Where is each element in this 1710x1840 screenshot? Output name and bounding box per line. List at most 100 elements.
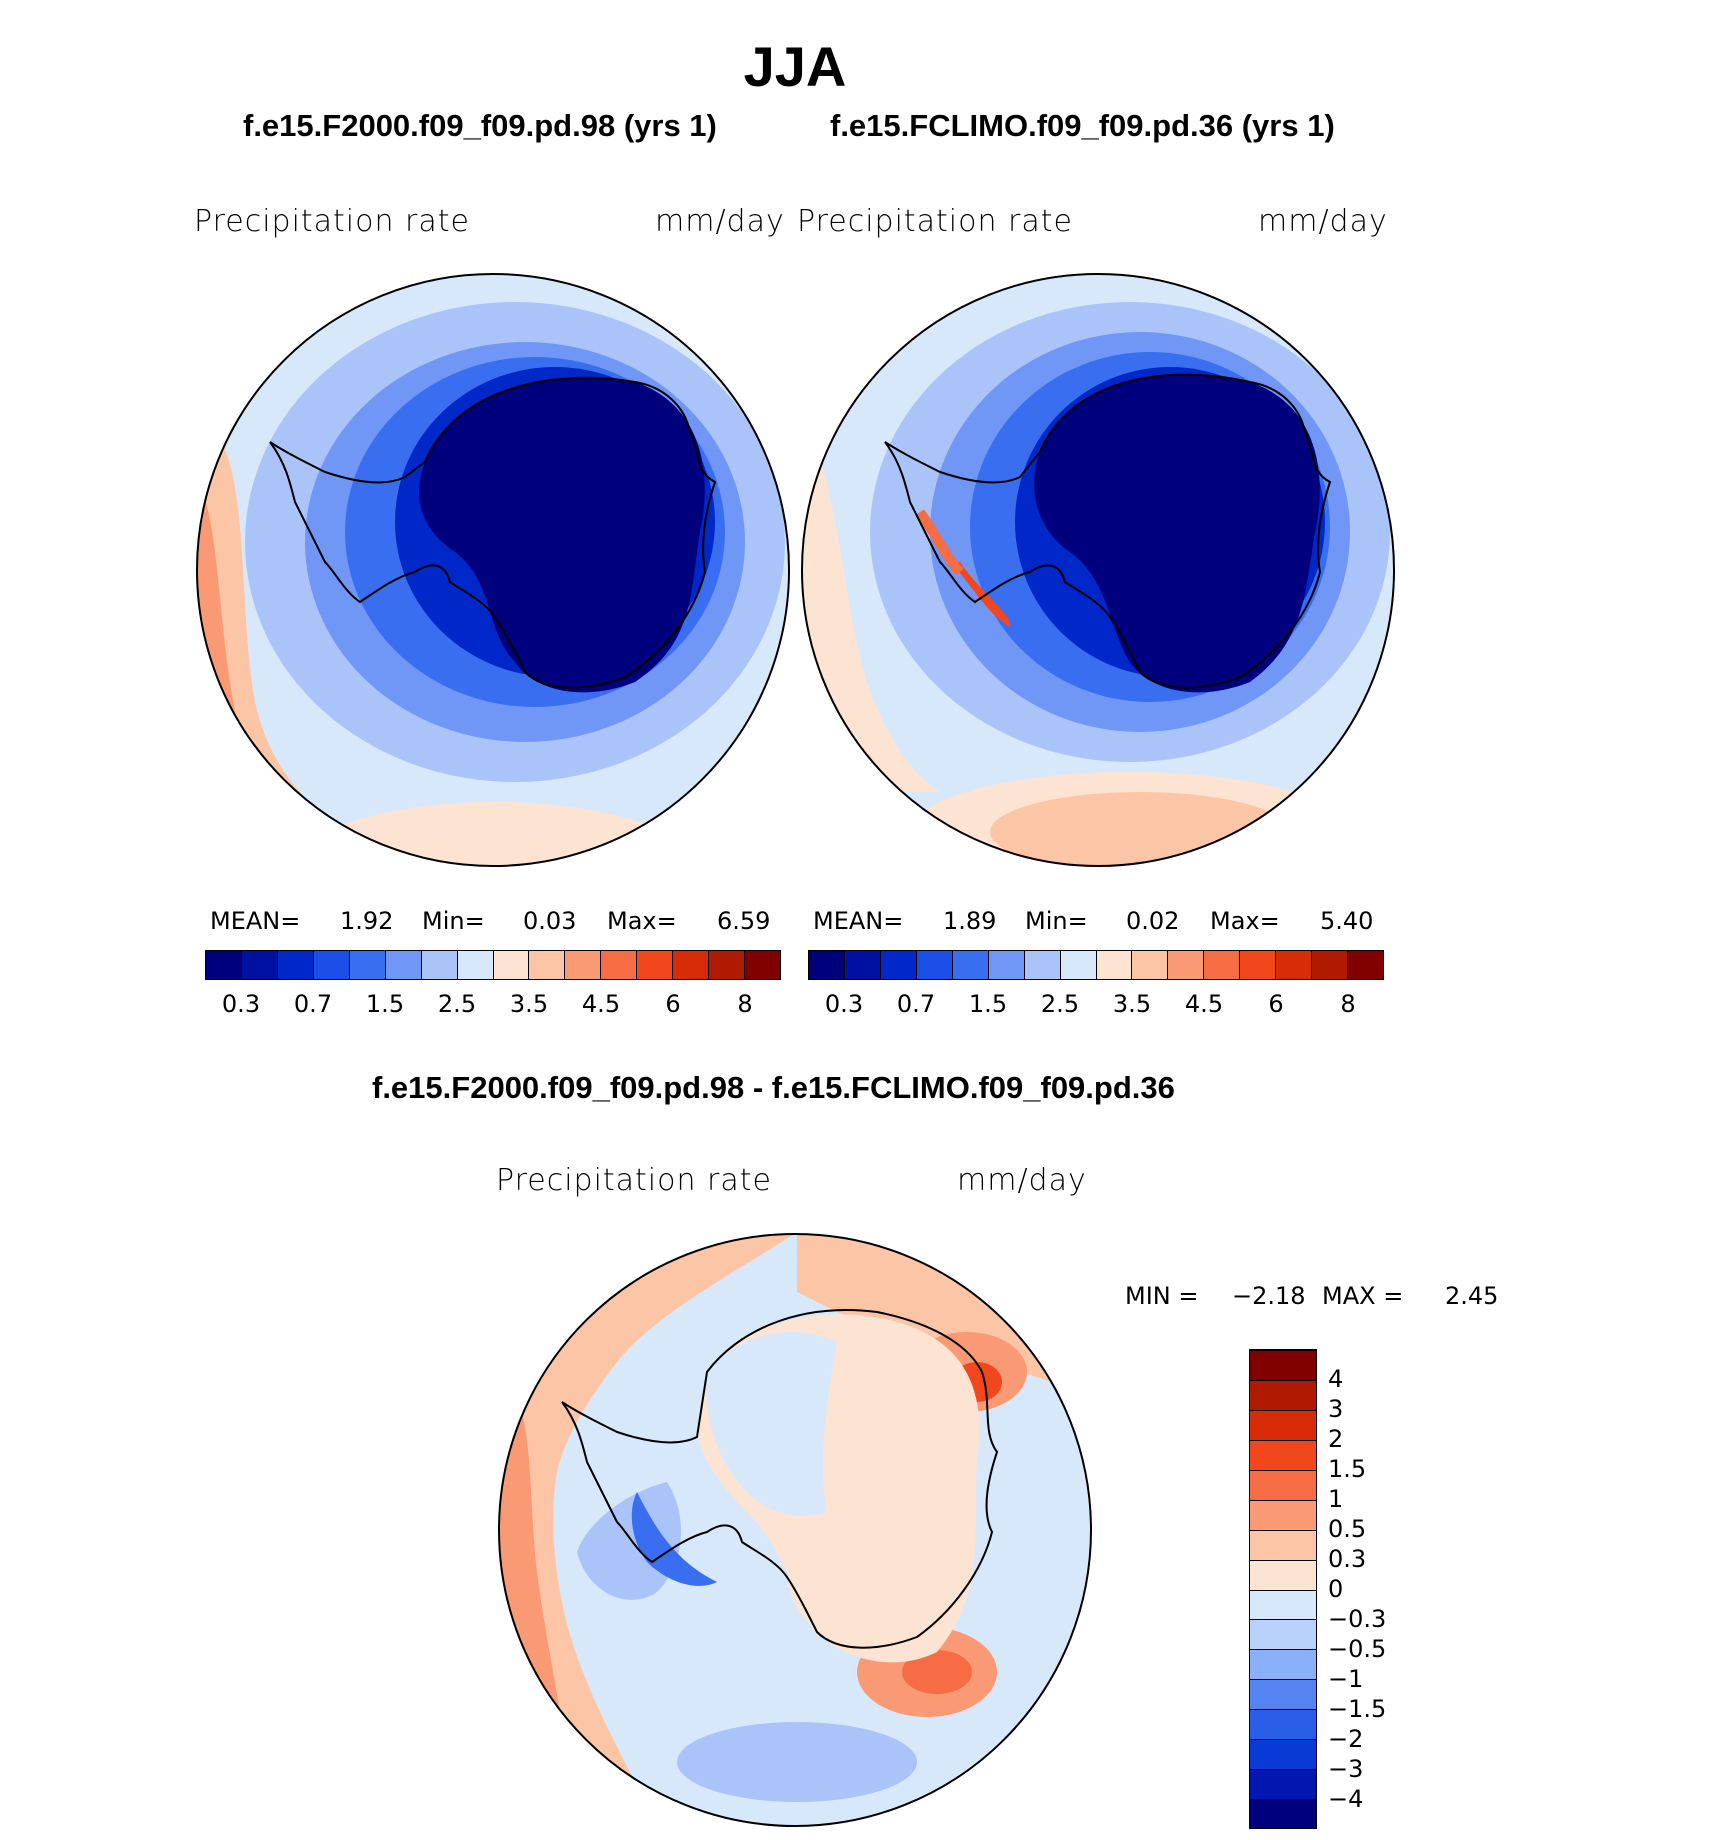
colorbar-segment xyxy=(709,951,746,979)
colorbar-tick-label: 0.3 xyxy=(1328,1545,1367,1573)
panel-2-max-label: Max= xyxy=(1210,907,1280,935)
colorbar-segment xyxy=(1250,1350,1316,1380)
colorbar-segment xyxy=(745,951,780,979)
diff-colorbar-ticks: −4 −3 −2 −1.5 −1 −0.5 −0.3 0 0.3 0.5 1 1.5 2 3 4 xyxy=(1328,1349,1478,1829)
colorbar-segment xyxy=(1348,951,1383,979)
colorbar-tick-label: 3.5 xyxy=(1112,990,1152,1018)
colorbar-tick-label: 2.5 xyxy=(437,990,477,1018)
colorbar-segment xyxy=(1250,1499,1316,1530)
colorbar-tick-label: 8 xyxy=(737,990,753,1018)
panel-1-max-label: Max= xyxy=(607,907,677,935)
colorbar-segment xyxy=(1168,951,1205,979)
panel-2-polar-map xyxy=(801,273,1395,867)
colorbar-tick-label: 6 xyxy=(1268,990,1284,1018)
colorbar-tick-label: 1.5 xyxy=(365,990,405,1018)
panel-1-polar-map xyxy=(196,273,790,867)
colorbar-segment xyxy=(1250,1619,1316,1650)
colorbar-segment xyxy=(673,951,710,979)
colorbar-tick-label: 6 xyxy=(665,990,681,1018)
colorbar-segment xyxy=(1204,951,1241,979)
colorbar-tick-label: 0.3 xyxy=(824,990,864,1018)
panel-2-units-label: mm/day xyxy=(1258,204,1388,239)
colorbar-segment xyxy=(1250,1709,1316,1740)
colorbar-tick-label: 4.5 xyxy=(1184,990,1224,1018)
colorbar-tick-label: 3.5 xyxy=(509,990,549,1018)
colorbar-segment xyxy=(1250,1769,1316,1800)
colorbar-segment xyxy=(349,951,386,979)
diff-max-label: MAX = xyxy=(1322,1282,1404,1310)
colorbar-segment xyxy=(1132,951,1169,979)
colorbar-segment xyxy=(916,951,953,979)
colorbar-segment xyxy=(1250,1739,1316,1770)
colorbar-segment xyxy=(206,951,242,979)
colorbar-segment xyxy=(880,951,917,979)
colorbar-tick-label: −4 xyxy=(1328,1785,1364,1813)
colorbar-segment xyxy=(988,951,1025,979)
colorbar-segment xyxy=(844,951,881,979)
colorbar-segment xyxy=(952,951,989,979)
colorbar-segment xyxy=(421,951,458,979)
panel-2-variable-label: Precipitation rate xyxy=(797,204,1073,239)
colorbar-segment xyxy=(1276,951,1313,979)
panel-1-min-label: Min= xyxy=(422,907,485,935)
colorbar-tick-label: −0.5 xyxy=(1328,1635,1387,1663)
colorbar-segment xyxy=(1250,1649,1316,1680)
colorbar-segment xyxy=(1024,951,1061,979)
colorbar-segment xyxy=(601,951,638,979)
colorbar-segment xyxy=(313,951,350,979)
panel-2-colorbar xyxy=(808,950,1384,980)
panel-2-mean-value: 1.89 xyxy=(943,907,997,935)
colorbar-segment xyxy=(809,951,845,979)
panel-2-run-title: f.e15.FCLIMO.f09_f09.pd.36 (yrs 1) xyxy=(830,108,1335,143)
colorbar-segment xyxy=(1312,951,1349,979)
colorbar-tick-label: 0 xyxy=(1328,1575,1344,1603)
colorbar-segment xyxy=(1250,1379,1316,1410)
colorbar-segment xyxy=(385,951,422,979)
panel-2-mean-label: MEAN= xyxy=(813,907,904,935)
colorbar-tick-label: −1.5 xyxy=(1328,1695,1387,1723)
colorbar-segment xyxy=(1250,1409,1316,1440)
diff-run-title: f.e15.F2000.f09_f09.pd.98 - f.e15.FCLIMO… xyxy=(372,1070,1175,1105)
panel-1-max-value: 6.59 xyxy=(717,907,771,935)
colorbar-tick-label: 8 xyxy=(1340,990,1356,1018)
colorbar-segment xyxy=(1250,1469,1316,1500)
panel-1-mean-value: 1.92 xyxy=(340,907,394,935)
colorbar-segment xyxy=(1096,951,1133,979)
colorbar-tick-label: 1.5 xyxy=(968,990,1008,1018)
colorbar-tick-label: 0.3 xyxy=(221,990,261,1018)
diff-variable-label: Precipitation rate xyxy=(496,1163,772,1198)
diff-min-label: MIN = xyxy=(1125,1282,1199,1310)
panel-1-variable-label: Precipitation rate xyxy=(194,204,470,239)
panel-1-run-title: f.e15.F2000.f09_f09.pd.98 (yrs 1) xyxy=(243,108,717,143)
colorbar-segment xyxy=(457,951,494,979)
colorbar-tick-label: −1 xyxy=(1328,1665,1364,1693)
colorbar-segment xyxy=(1250,1799,1316,1828)
panel-1-colorbar xyxy=(205,950,781,980)
colorbar-tick-label: 2 xyxy=(1328,1425,1344,1453)
colorbar-segment xyxy=(493,951,530,979)
colorbar-segment xyxy=(241,951,278,979)
panel-2-min-value: 0.02 xyxy=(1126,907,1180,935)
diff-min-value: −2.18 xyxy=(1232,1282,1306,1310)
colorbar-tick-label: 1.5 xyxy=(1328,1455,1367,1483)
colorbar-tick-label: −2 xyxy=(1328,1725,1364,1753)
colorbar-segment xyxy=(1250,1439,1316,1470)
colorbar-tick-label: 2.5 xyxy=(1040,990,1080,1018)
panel-1-min-value: 0.03 xyxy=(523,907,577,935)
colorbar-segment xyxy=(1250,1679,1316,1710)
colorbar-tick-label: 4 xyxy=(1328,1365,1344,1393)
panel-1-colorbar-ticks: 0.3 0.7 1.5 2.5 3.5 4.5 6 8 xyxy=(205,990,781,1020)
diff-polar-map xyxy=(498,1233,1092,1827)
colorbar-tick-label: −3 xyxy=(1328,1755,1364,1783)
colorbar-tick-label: 1 xyxy=(1328,1485,1344,1513)
figure-title: JJA xyxy=(743,35,847,98)
colorbar-tick-label: 0.7 xyxy=(293,990,333,1018)
colorbar-segment xyxy=(1240,951,1277,979)
diff-units-label: mm/day xyxy=(957,1163,1087,1198)
panel-2-max-value: 5.40 xyxy=(1320,907,1374,935)
colorbar-segment xyxy=(1250,1559,1316,1590)
colorbar-tick-label: −0.3 xyxy=(1328,1605,1387,1633)
colorbar-tick-label: 4.5 xyxy=(581,990,621,1018)
panel-1-units-label: mm/day xyxy=(655,204,785,239)
colorbar-tick-label: 0.7 xyxy=(896,990,936,1018)
